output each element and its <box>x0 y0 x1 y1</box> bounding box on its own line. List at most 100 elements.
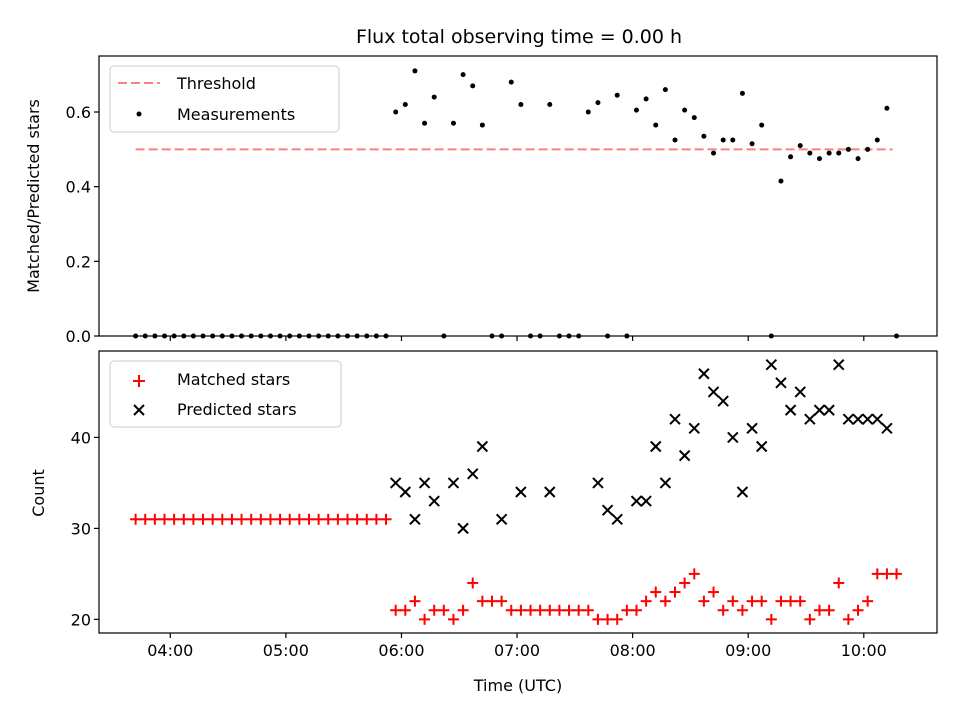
measurement-point <box>865 146 871 152</box>
matched-star-point <box>746 595 758 607</box>
predicted-star-point <box>871 413 883 425</box>
legend-predicted-label: Predicted stars <box>177 400 297 419</box>
matched-star-point <box>621 604 633 616</box>
measurement-point <box>691 115 697 121</box>
measurement-point <box>874 137 880 143</box>
top-y-tick-label: 0.4 <box>66 178 91 197</box>
top-y-tick-label: 0.0 <box>66 327 91 346</box>
measurement-point <box>460 72 466 78</box>
predicted-star-point <box>707 386 720 398</box>
matched-star-point <box>823 604 835 616</box>
matched-star-point <box>650 586 662 598</box>
bottom-y-tick-label: 20 <box>71 610 91 629</box>
matched-star-point <box>207 513 219 525</box>
measurement-point <box>643 96 649 102</box>
predicted-star-point <box>659 477 672 489</box>
measurement-point <box>778 178 784 184</box>
bottom-axes-frame <box>98 350 938 634</box>
matched-star-point <box>390 604 402 616</box>
top-plot-area <box>133 68 900 339</box>
predicted-star-point <box>601 504 614 516</box>
bottom-legend-box <box>109 360 342 428</box>
predicted-star-point <box>833 358 845 371</box>
legend-predicted-swatch <box>133 404 145 416</box>
predicted-star-point <box>418 477 431 489</box>
top-chart-title: Flux total observing time = 0.00 h <box>356 26 682 48</box>
predicted-star-point <box>794 386 806 398</box>
predicted-star-point <box>467 468 479 480</box>
matched-star-point <box>708 586 720 598</box>
measurement-point <box>788 154 794 160</box>
measurement-point <box>816 156 822 162</box>
predicted-star-point <box>409 513 421 525</box>
measurement-point <box>402 102 408 108</box>
measurement-point <box>855 156 861 162</box>
top-axes: 0.0 0.2 0.4 0.6 <box>66 103 865 346</box>
matched-star-point <box>842 613 854 625</box>
predicted-star-point <box>755 440 768 453</box>
measurement-point <box>653 122 659 128</box>
measurement-point <box>749 141 755 147</box>
measurement-point <box>884 105 890 111</box>
bottom-plot-area <box>130 358 903 625</box>
top-legend: Threshold Measurements <box>109 65 340 133</box>
matched-star-point <box>197 513 209 525</box>
legend-threshold-label: Threshold <box>176 74 256 93</box>
matched-star-point <box>438 604 450 616</box>
matched-star-point <box>419 613 431 625</box>
matched-star-point <box>322 513 334 525</box>
measurement-point <box>739 90 745 96</box>
predicted-star-point <box>823 404 835 416</box>
matched-star-point <box>467 577 479 589</box>
matched-star-point <box>361 513 373 525</box>
matched-star-point <box>525 604 537 616</box>
matched-star-point <box>688 568 700 580</box>
predicted-star-point <box>389 477 402 489</box>
measurement-point <box>720 137 726 143</box>
top-y-tick-label: 0.6 <box>66 103 91 122</box>
matched-star-point <box>409 595 421 607</box>
matched-star-point <box>515 604 527 616</box>
matched-star-point <box>736 604 748 616</box>
matched-star-point <box>216 513 228 525</box>
matched-star-point <box>871 568 883 580</box>
bottom-y-tick-label: 30 <box>71 519 91 538</box>
matched-star-point <box>293 513 305 525</box>
matched-star-point <box>264 513 276 525</box>
bottom-x-tick-label: 06:00 <box>378 641 424 660</box>
matched-star-point <box>698 595 710 607</box>
matched-star-point <box>794 595 806 607</box>
matched-star-point <box>139 513 151 525</box>
matched-star-point <box>496 595 508 607</box>
measurement-point <box>547 102 553 108</box>
matched-star-point <box>669 586 681 598</box>
predicted-star-point <box>495 513 508 525</box>
top-legend-box <box>109 65 340 133</box>
matched-star-point <box>573 604 585 616</box>
predicted-star-point <box>727 431 739 444</box>
matched-star-point <box>447 613 459 625</box>
measurement-point <box>393 109 399 115</box>
bottom-x-tick-label: 05:00 <box>263 641 309 660</box>
bottom-x-tick-label: 08:00 <box>610 641 656 660</box>
predicted-star-point <box>611 513 623 525</box>
predicted-star-point <box>544 486 556 498</box>
predicted-star-point <box>746 422 758 435</box>
bottom-panel: Count Time (UTC) 20 30 40 04:00 05:00 06:00 07… <box>29 350 938 695</box>
matched-star-point <box>158 513 170 525</box>
matched-star-point <box>756 595 768 607</box>
matched-star-point <box>592 613 604 625</box>
measurement-point <box>836 150 842 156</box>
matched-star-point <box>505 604 517 616</box>
predicted-star-point <box>736 486 749 498</box>
predicted-star-point <box>399 486 412 498</box>
matched-star-point <box>785 595 797 607</box>
matched-star-point <box>187 513 199 525</box>
legend-measurements-label: Measurements <box>177 105 295 124</box>
matched-star-point <box>833 577 845 589</box>
predicted-star-point <box>765 358 778 371</box>
measurement-point <box>730 137 736 143</box>
matched-star-point <box>881 568 893 580</box>
matched-star-point <box>659 595 671 607</box>
matched-star-point <box>852 604 864 616</box>
